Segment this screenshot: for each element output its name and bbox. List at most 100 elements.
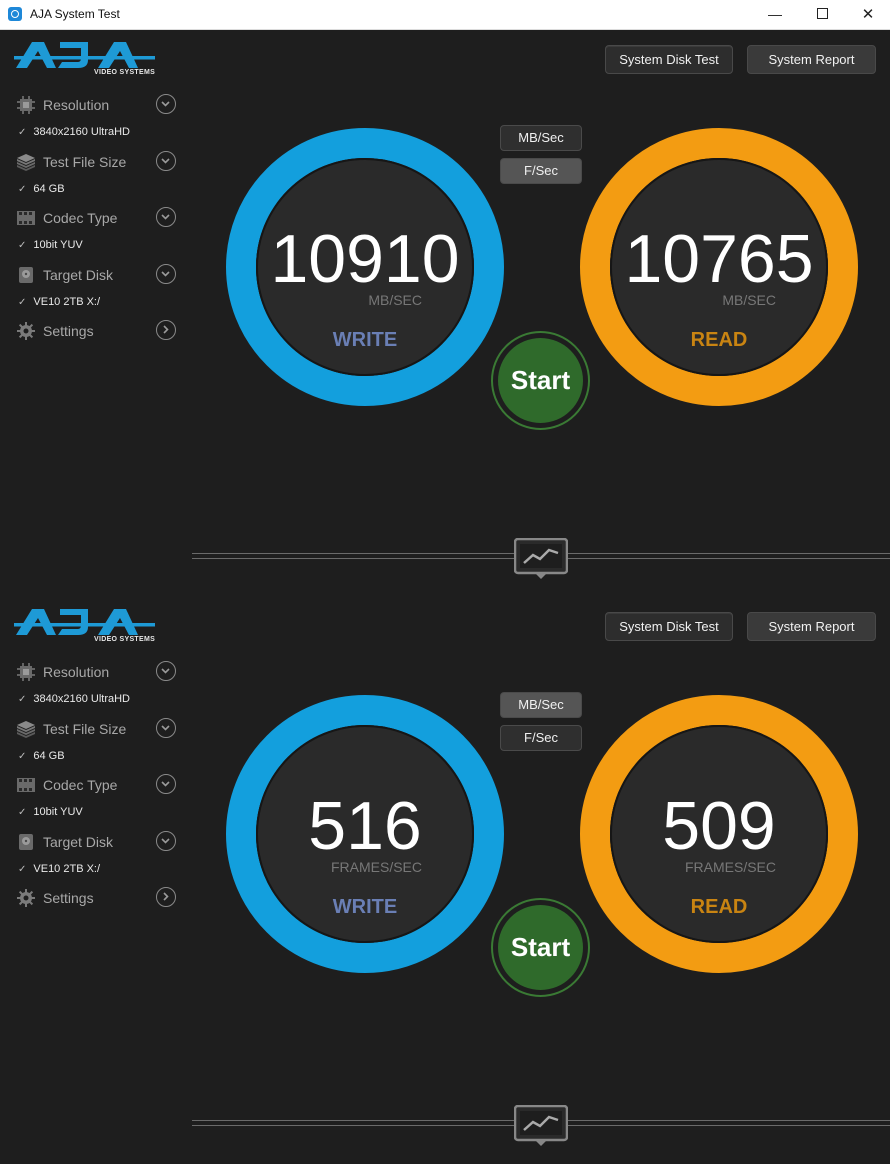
write-unit: FRAMES/SEC xyxy=(330,859,422,875)
test-file-size-value: ✓ 64 GB xyxy=(18,183,65,195)
window-title: AJA System Test xyxy=(30,7,120,21)
logo-subtitle: VIDEO SYSTEMS xyxy=(94,636,156,643)
aja-logo xyxy=(14,42,155,68)
menu-test-file-size[interactable]: Test File Size xyxy=(16,718,180,740)
start-button[interactable]: Start xyxy=(498,338,583,423)
chevron-down-icon[interactable] xyxy=(156,207,176,227)
target-disk-value-text: VE10 2TB X:/ xyxy=(33,296,101,308)
test-file-size-value: ✓ 64 GB xyxy=(18,750,65,762)
film-codec-icon xyxy=(17,778,35,792)
system-report-button[interactable]: System Report xyxy=(747,612,876,641)
film-codec-icon xyxy=(17,211,35,225)
check-icon: ✓ xyxy=(18,751,27,762)
target-disk-value: ✓ VE10 2TB X:/ xyxy=(18,863,100,875)
write-gauge-face: 10910 MB/SEC WRITE xyxy=(256,158,474,376)
chevron-right-icon[interactable] xyxy=(156,887,176,907)
menu-label-codec-type: Codec Type xyxy=(43,777,118,793)
start-button-ring: Start xyxy=(491,331,590,430)
menu-label-settings: Settings xyxy=(43,323,94,339)
codec-type-value: ✓ 10bit YUV xyxy=(18,806,83,818)
write-value: 10910 xyxy=(270,221,460,297)
write-unit: MB/SEC xyxy=(368,292,422,308)
resolution-chip-icon xyxy=(17,663,35,681)
codec-type-value-text: 10bit YUV xyxy=(33,806,83,818)
target-disk-value: ✓ VE10 2TB X:/ xyxy=(18,296,100,308)
disk-test-panel-mb: VIDEO SYSTEMS System Disk Test System Re… xyxy=(0,30,890,597)
close-button[interactable]: ✕ xyxy=(861,6,875,23)
menu-settings[interactable]: Settings xyxy=(16,320,180,342)
resolution-chip-icon xyxy=(17,96,35,114)
chevron-down-icon[interactable] xyxy=(156,151,176,171)
write-value: 516 xyxy=(308,788,422,864)
title-bar: AJA System Test — ✕ xyxy=(0,0,890,30)
write-gauge: 10910 MB/SEC WRITE xyxy=(226,128,504,406)
read-unit: FRAMES/SEC xyxy=(684,859,776,875)
chevron-right-icon[interactable] xyxy=(156,320,176,340)
read-value: 509 xyxy=(662,788,776,864)
gear-icon xyxy=(17,322,35,340)
menu-codec-type[interactable]: Codec Type xyxy=(16,207,180,229)
check-icon: ✓ xyxy=(18,127,27,138)
aja-logo xyxy=(14,609,155,635)
stack-layers-icon xyxy=(17,154,35,171)
chevron-down-icon[interactable] xyxy=(156,774,176,794)
mb-sec-button[interactable]: MB/Sec xyxy=(500,125,582,151)
menu-label-test-file-size: Test File Size xyxy=(43,154,127,170)
check-icon: ✓ xyxy=(18,240,27,251)
write-gauge-face: 516 FRAMES/SEC WRITE xyxy=(256,725,474,943)
menu-target-disk[interactable]: Target Disk xyxy=(16,264,180,286)
maximize-icon xyxy=(816,8,828,20)
chevron-down-icon[interactable] xyxy=(156,831,176,851)
menu-test-file-size[interactable]: Test File Size xyxy=(16,151,180,173)
menu-target-disk[interactable]: Target Disk xyxy=(16,831,180,853)
test-file-size-value-text: 64 GB xyxy=(33,750,65,762)
read-gauge-face: 509 FRAMES/SEC READ xyxy=(610,725,828,943)
read-unit: MB/SEC xyxy=(722,292,776,308)
write-label: WRITE xyxy=(332,329,398,351)
app-icon xyxy=(8,7,22,21)
chevron-down-icon[interactable] xyxy=(156,718,176,738)
chevron-down-icon[interactable] xyxy=(156,661,176,681)
disk-icon xyxy=(19,267,33,283)
menu-codec-type[interactable]: Codec Type xyxy=(16,774,180,796)
check-icon: ✓ xyxy=(18,864,27,875)
mb-sec-button[interactable]: MB/Sec xyxy=(500,692,582,718)
menu-label-settings: Settings xyxy=(43,890,94,906)
graph-toggle-icon[interactable] xyxy=(514,538,568,580)
read-gauge: 10765 MB/SEC READ xyxy=(580,128,858,406)
graph-toggle-icon[interactable] xyxy=(514,1105,568,1147)
read-gauge: 509 FRAMES/SEC READ xyxy=(580,695,858,973)
menu-label-resolution: Resolution xyxy=(43,664,110,680)
f-sec-button[interactable]: F/Sec xyxy=(500,725,582,751)
write-gauge: 516 FRAMES/SEC WRITE xyxy=(226,695,504,973)
read-label: READ xyxy=(690,896,748,918)
start-button-ring: Start xyxy=(491,898,590,997)
test-file-size-value-text: 64 GB xyxy=(33,183,65,195)
chevron-down-icon[interactable] xyxy=(156,94,176,114)
menu-resolution[interactable]: Resolution xyxy=(16,661,180,683)
system-report-button[interactable]: System Report xyxy=(747,45,876,74)
target-disk-value-text: VE10 2TB X:/ xyxy=(33,863,101,875)
minimize-button[interactable]: — xyxy=(768,6,782,22)
menu-label-test-file-size: Test File Size xyxy=(43,721,127,737)
menu-resolution[interactable]: Resolution xyxy=(16,94,180,116)
menu-label-resolution: Resolution xyxy=(43,97,110,113)
check-icon: ✓ xyxy=(18,297,27,308)
check-icon: ✓ xyxy=(18,694,27,705)
system-disk-test-button[interactable]: System Disk Test xyxy=(605,612,733,641)
system-disk-test-button[interactable]: System Disk Test xyxy=(605,45,733,74)
resolution-value-text: 3840x2160 UltraHD xyxy=(33,126,131,138)
f-sec-button[interactable]: F/Sec xyxy=(500,158,582,184)
read-gauge-face: 10765 MB/SEC READ xyxy=(610,158,828,376)
check-icon: ✓ xyxy=(18,807,27,818)
start-button[interactable]: Start xyxy=(498,905,583,990)
read-value: 10765 xyxy=(624,221,814,297)
write-label: WRITE xyxy=(332,896,398,918)
codec-type-value: ✓ 10bit YUV xyxy=(18,239,83,251)
resolution-value: ✓ 3840x2160 UltraHD xyxy=(18,126,130,138)
check-icon: ✓ xyxy=(18,184,27,195)
menu-settings[interactable]: Settings xyxy=(16,887,180,909)
chevron-down-icon[interactable] xyxy=(156,264,176,284)
maximize-button[interactable] xyxy=(799,0,845,29)
gear-icon xyxy=(17,889,35,907)
